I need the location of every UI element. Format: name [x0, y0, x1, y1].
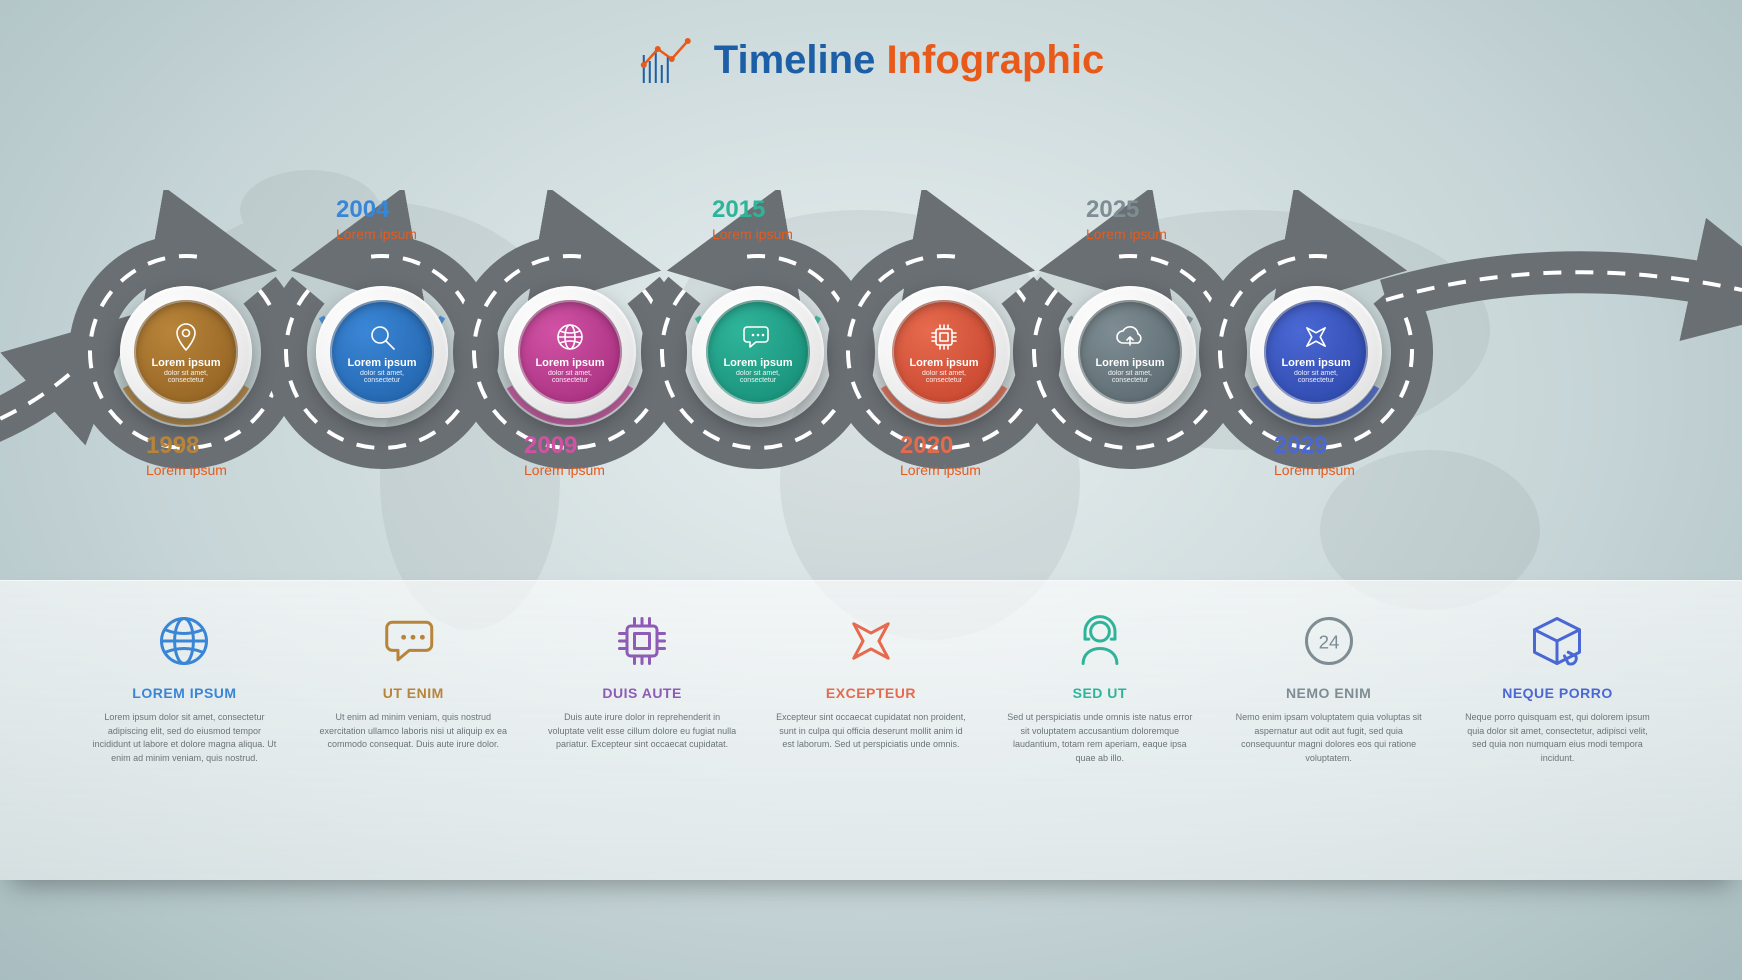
node-sub1: dolor sit amet, [360, 370, 404, 377]
title-word-a: Timeline [714, 38, 876, 82]
timeline-node-5: Lorem ipsum dolor sit amet, consectetur [1064, 286, 1196, 418]
info-title: LOREM IPSUM [89, 685, 279, 701]
node-title: Lorem ipsum [909, 357, 978, 369]
support-icon [1070, 611, 1130, 671]
node-inner: Lorem ipsum dolor sit amet, consectetur [134, 300, 238, 404]
node-title: Lorem ipsum [1095, 357, 1164, 369]
year-label-2020: 2020 Lorem ipsum [900, 432, 981, 478]
year-label-2029: 2029 Lorem ipsum [1274, 432, 1355, 478]
plane-icon [1300, 321, 1332, 353]
node-title: Lorem ipsum [535, 357, 604, 369]
year-subtitle: Lorem ipsum [712, 226, 793, 242]
node-inner: Lorem ipsum dolor sit amet, consectetur [330, 300, 434, 404]
node-sub1: dolor sit amet, [922, 370, 966, 377]
info-title: UT ENIM [318, 685, 508, 701]
year-subtitle: Lorem ipsum [146, 462, 227, 478]
node-sub2: consectetur [364, 377, 400, 384]
year-number: 2025 [1086, 196, 1167, 224]
node-title: Lorem ipsum [1281, 357, 1350, 369]
cloud-icon [1114, 321, 1146, 353]
info-column-2: DUIS AUTE Duis aute irure dolor in repre… [547, 611, 737, 840]
year-label-2009: 2009 Lorem ipsum [524, 432, 605, 478]
timeline-node-6: Lorem ipsum dolor sit amet, consectetur [1250, 286, 1382, 418]
chat-icon [383, 611, 443, 671]
year-subtitle: Lorem ipsum [336, 226, 417, 242]
node-sub2: consectetur [552, 377, 588, 384]
chip-icon [928, 321, 960, 353]
info-column-6: NEQUE PORRO Neque porro quisquam est, qu… [1462, 611, 1652, 840]
year-label-2004: 2004 Lorem ipsum [336, 196, 417, 242]
node-sub1: dolor sit amet, [1108, 370, 1152, 377]
timeline-node-1: Lorem ipsum dolor sit amet, consectetur [316, 286, 448, 418]
year-subtitle: Lorem ipsum [1086, 226, 1167, 242]
node-sub2: consectetur [740, 377, 776, 384]
node-sub2: consectetur [1298, 377, 1334, 384]
year-label-2025: 2025 Lorem ipsum [1086, 196, 1167, 242]
info-title: SED UT [1005, 685, 1195, 701]
info-title: NEMO ENIM [1234, 685, 1424, 701]
node-inner: Lorem ipsum dolor sit amet, consectetur [518, 300, 622, 404]
year-label-2015: 2015 Lorem ipsum [712, 196, 793, 242]
node-inner: Lorem ipsum dolor sit amet, consectetur [1264, 300, 1368, 404]
info-body: Neque porro quisquam est, qui dolorem ip… [1462, 711, 1652, 765]
chart-icon [638, 35, 698, 85]
info-body: Nemo enim ipsam voluptatem quia voluptas… [1234, 711, 1424, 765]
node-sub2: consectetur [168, 377, 204, 384]
globe-icon [154, 611, 214, 671]
timeline-node-2: Lorem ipsum dolor sit amet, consectetur [504, 286, 636, 418]
year-number: 2029 [1274, 432, 1355, 460]
road-timeline [0, 190, 1742, 490]
chat-icon [742, 321, 774, 353]
node-inner: Lorem ipsum dolor sit amet, consectetur [892, 300, 996, 404]
year-subtitle: Lorem ipsum [1274, 462, 1355, 478]
info-column-4: SED UT Sed ut perspiciatis unde omnis is… [1005, 611, 1195, 840]
node-sub1: dolor sit amet, [736, 370, 780, 377]
globe-icon [554, 321, 586, 353]
node-sub1: dolor sit amet, [1294, 370, 1338, 377]
node-sub2: consectetur [926, 377, 962, 384]
title-word-b: Infographic [886, 38, 1104, 82]
year-subtitle: Lorem ipsum [524, 462, 605, 478]
year-number: 1998 [146, 432, 227, 460]
info-band: LOREM IPSUM Lorem ipsum dolor sit amet, … [0, 580, 1742, 880]
node-title: Lorem ipsum [151, 357, 220, 369]
info-body: Sed ut perspiciatis unde omnis iste natu… [1005, 711, 1195, 765]
node-title: Lorem ipsum [723, 357, 792, 369]
year-number: 2009 [524, 432, 605, 460]
node-sub2: consectetur [1112, 377, 1148, 384]
year-subtitle: Lorem ipsum [900, 462, 981, 478]
node-title: Lorem ipsum [347, 357, 416, 369]
timeline-node-4: Lorem ipsum dolor sit amet, consectetur [878, 286, 1010, 418]
svg-text:24: 24 [1318, 632, 1339, 653]
year-number: 2015 [712, 196, 793, 224]
info-body: Lorem ipsum dolor sit amet, consectetur … [89, 711, 279, 765]
node-inner: Lorem ipsum dolor sit amet, consectetur [1078, 300, 1182, 404]
info-body: Excepteur sint occaecat cupidatat non pr… [776, 711, 966, 752]
node-sub1: dolor sit amet, [548, 370, 592, 377]
info-title: NEQUE PORRO [1462, 685, 1652, 701]
year-number: 2020 [900, 432, 981, 460]
box-icon [1527, 611, 1587, 671]
info-title: EXCEPTEUR [776, 685, 966, 701]
info-body: Ut enim ad minim veniam, quis nostrud ex… [318, 711, 508, 752]
info-title: DUIS AUTE [547, 685, 737, 701]
timeline-node-3: Lorem ipsum dolor sit amet, consectetur [692, 286, 824, 418]
year-label-1998: 1998 Lorem ipsum [146, 432, 227, 478]
timeline-node-0: Lorem ipsum dolor sit amet, consectetur [120, 286, 252, 418]
page-title: Timeline Infographic [638, 35, 1104, 85]
info-body: Duis aute irure dolor in reprehenderit i… [547, 711, 737, 752]
year-number: 2004 [336, 196, 417, 224]
search-icon [366, 321, 398, 353]
clock24-icon: 24 [1299, 611, 1359, 671]
plane-icon [841, 611, 901, 671]
info-column-5: 24 NEMO ENIM Nemo enim ipsam voluptatem … [1234, 611, 1424, 840]
node-inner: Lorem ipsum dolor sit amet, consectetur [706, 300, 810, 404]
info-column-3: EXCEPTEUR Excepteur sint occaecat cupida… [776, 611, 966, 840]
info-column-1: UT ENIM Ut enim ad minim veniam, quis no… [318, 611, 508, 840]
info-column-0: LOREM IPSUM Lorem ipsum dolor sit amet, … [89, 611, 279, 840]
node-sub1: dolor sit amet, [164, 370, 208, 377]
pin-icon [170, 321, 202, 353]
chip-icon [612, 611, 672, 671]
